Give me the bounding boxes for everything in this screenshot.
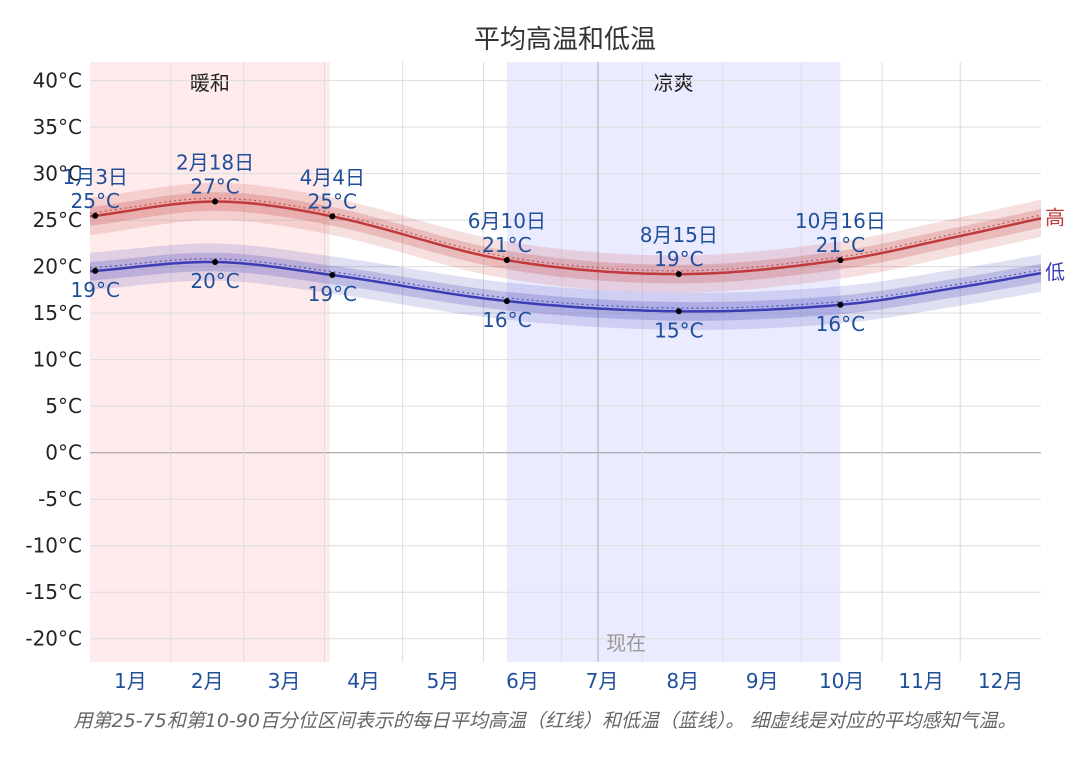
y-tick-label-1: 35°C	[33, 115, 82, 139]
high-point-0	[92, 212, 99, 219]
y-tick-label-8: 0°C	[45, 441, 82, 465]
temperature-chart: 暖和 凉爽 40°C 35°C 30°C 25°C 20°C 15°C 10°C 5°C 0°C -…	[25, 25, 1065, 693]
now-label: 现在	[606, 631, 646, 655]
annotation-low-5: 16°C	[816, 312, 865, 336]
series-lines	[89, 197, 1042, 313]
annotation-low-3: 16°C	[482, 308, 531, 332]
x-tick-label-9: 10月	[819, 669, 864, 693]
chart-caption: 用第25-75和第10-90百分位区间表示的每日平均高温（红线）和低温（蓝线）。…	[73, 710, 1017, 732]
high-point-5	[837, 257, 844, 264]
low-point-4	[675, 308, 682, 315]
season-label-1: 凉爽	[654, 71, 694, 95]
x-tick-label-5: 6月	[506, 669, 539, 693]
x-tick-label-7: 8月	[666, 669, 699, 693]
annotation-low-2: 19°C	[308, 282, 357, 306]
series-end-label-1: 低	[1045, 260, 1065, 284]
x-tick-label-11: 12月	[978, 669, 1023, 693]
y-tick-label-3: 25°C	[33, 208, 82, 232]
annotation-high-0: 25°C	[71, 189, 120, 213]
season-band-0	[90, 62, 330, 662]
series-line-1	[89, 260, 1042, 313]
annotation-low-0: 19°C	[71, 278, 120, 302]
high-point-2	[329, 213, 336, 220]
y-tick-label-12: -20°C	[25, 627, 82, 651]
annotation-date-2: 4月4日	[300, 165, 365, 189]
annotation-low-1: 20°C	[190, 269, 239, 293]
low-point-3	[503, 298, 510, 305]
season-band-1	[506, 62, 841, 662]
season-bands: 暖和 凉爽	[90, 62, 841, 662]
series-end-label-0: 高	[1045, 205, 1065, 229]
annotation-date-5: 10月16日	[795, 209, 886, 233]
feels-like-line-1	[89, 258, 1042, 309]
high-point-1	[212, 198, 219, 205]
x-tick-label-0: 1月	[114, 669, 147, 693]
chart-text: 40°C 35°C 30°C 25°C 20°C 15°C 10°C 5°C 0°C -5°C -1…	[25, 69, 1065, 693]
x-tick-label-8: 9月	[746, 669, 779, 693]
y-tick-label-5: 15°C	[33, 301, 82, 325]
annotation-date-3: 6月10日	[468, 209, 546, 233]
annotation-low-4: 15°C	[654, 318, 703, 342]
low-point-2	[329, 272, 336, 279]
annotation-high-1: 27°C	[190, 175, 239, 199]
annotation-high-5: 21°C	[816, 233, 865, 257]
annotation-date-0: 1月3日	[62, 165, 127, 189]
low-point-0	[92, 267, 99, 274]
low-point-1	[212, 259, 219, 265]
x-tick-label-10: 11月	[898, 669, 943, 693]
annotation-date-4: 8月15日	[640, 223, 718, 247]
y-tick-label-4: 20°C	[33, 255, 82, 279]
y-tick-label-2: 30°C	[33, 162, 82, 186]
x-tick-label-6: 7月	[586, 669, 619, 693]
annotation-date-1: 2月18日	[176, 151, 254, 175]
annotation-high-3: 21°C	[482, 233, 531, 257]
annotation-points	[92, 198, 844, 315]
y-tick-label-11: -15°C	[25, 580, 82, 604]
high-point-4	[675, 271, 682, 278]
x-tick-label-4: 5月	[427, 669, 460, 693]
x-tick-label-1: 2月	[191, 669, 224, 693]
annotation-high-2: 25°C	[308, 189, 357, 213]
annotation-high-4: 19°C	[654, 247, 703, 271]
low-point-5	[837, 301, 844, 308]
y-tick-label-7: 5°C	[45, 394, 82, 418]
series-line-0	[89, 200, 1042, 276]
band-25-75-1	[90, 252, 1041, 321]
season-label-0: 暖和	[190, 71, 230, 95]
chart-title: 平均高温和低温	[474, 25, 656, 55]
y-tick-label-0: 40°C	[33, 69, 82, 93]
y-tick-label-9: -5°C	[38, 487, 82, 511]
x-tick-label-3: 4月	[347, 669, 380, 693]
high-point-3	[503, 257, 510, 264]
x-tick-label-2: 3月	[268, 669, 301, 693]
y-tick-label-6: 10°C	[33, 348, 82, 372]
grid	[90, 62, 1041, 662]
y-tick-label-10: -10°C	[25, 534, 82, 558]
